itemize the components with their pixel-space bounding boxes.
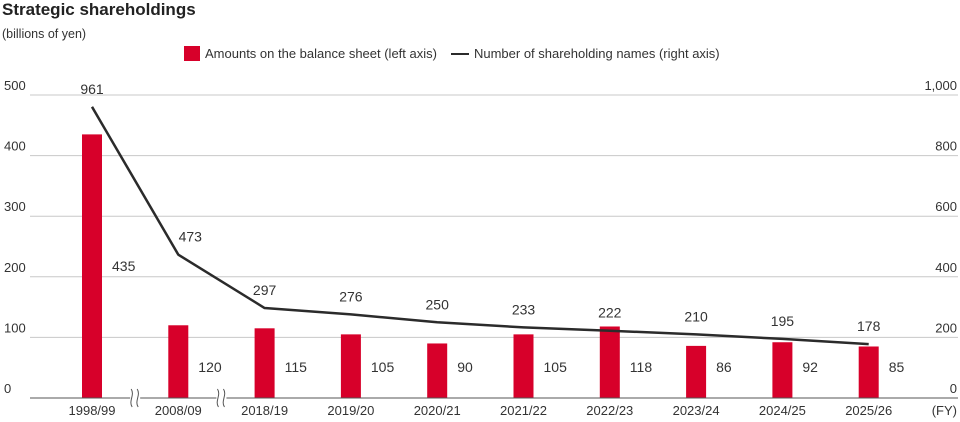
- right-tick-label: 0: [950, 381, 957, 396]
- x-tick-label: 2018/19: [241, 403, 288, 418]
- legend-bar-swatch: [184, 46, 200, 61]
- bar: [254, 328, 275, 398]
- bar: [513, 334, 534, 398]
- line-value-label: 961: [80, 81, 104, 97]
- axis-break-mark: [216, 388, 227, 408]
- line-value-label: 222: [598, 305, 622, 321]
- legend-bar-label: Amounts on the balance sheet (left axis): [205, 46, 437, 61]
- bar: [427, 343, 448, 398]
- left-axis-ticks: 0 100 200 300 400 500: [4, 78, 26, 396]
- line-value-label: 297: [253, 282, 277, 298]
- bar-value-label: 435: [112, 258, 136, 274]
- bar: [82, 134, 102, 398]
- line-value-label: 210: [684, 308, 708, 324]
- right-tick-label: 800: [935, 139, 957, 154]
- bar-value-label: 86: [716, 359, 732, 375]
- line-path: [90, 106, 869, 346]
- legend-line-label: Number of shareholding names (right axis…: [473, 46, 720, 61]
- bar: [772, 342, 793, 398]
- line-value-label: 233: [512, 301, 536, 317]
- chart-legend: Amounts on the balance sheet (left axis)…: [184, 46, 734, 61]
- x-tick-label: 1998/99: [69, 403, 116, 418]
- bar-value-labels: 435 120 115 105 90 105 118 86 92 85: [112, 258, 904, 375]
- right-tick-label: 200: [935, 320, 957, 335]
- legend-item-line: Number of shareholding names (right axis…: [450, 46, 720, 61]
- right-tick-label: 400: [935, 260, 957, 275]
- left-tick-label: 400: [4, 139, 26, 154]
- line-value-labels: 961 473 297 276 250 233 222 210 195 178: [80, 81, 880, 334]
- left-tick-label: 500: [4, 78, 26, 93]
- chart-title: Strategic shareholdings: [2, 0, 196, 19]
- left-tick-label: 300: [4, 199, 26, 214]
- gridlines: [30, 94, 958, 338]
- x-tick-label: 2025/26: [845, 403, 892, 418]
- x-tick-label: 2020/21: [414, 403, 461, 418]
- x-axis-unit: (FY): [932, 403, 957, 418]
- legend-item-bars: Amounts on the balance sheet (left axis): [184, 46, 437, 61]
- bar: [858, 346, 879, 398]
- axis-break-mark: [130, 388, 141, 408]
- x-tick-label: 2021/22: [500, 403, 547, 418]
- bar: [340, 334, 361, 398]
- left-tick-label: 100: [4, 320, 26, 335]
- bar-value-label: 85: [889, 359, 905, 375]
- right-tick-label: 1,000: [924, 78, 957, 93]
- bar: [599, 326, 620, 398]
- bar: [168, 325, 189, 398]
- right-tick-label: 600: [935, 199, 957, 214]
- bar-value-label: 92: [802, 359, 818, 375]
- bar-value-label: 118: [630, 359, 653, 375]
- bar: [686, 345, 707, 398]
- x-tick-label: 2022/23: [586, 403, 633, 418]
- line-value-label: 195: [771, 313, 795, 329]
- line-value-label: 250: [426, 296, 450, 312]
- bar-value-label: 105: [371, 359, 395, 375]
- left-tick-label: 0: [4, 381, 11, 396]
- x-tick-label: 2023/24: [673, 403, 720, 418]
- left-axis-unit-label: (billions of yen): [2, 27, 87, 41]
- left-tick-label: 200: [4, 260, 26, 275]
- bar-series: [82, 134, 879, 398]
- bar-value-label: 120: [198, 359, 222, 375]
- x-tick-label: 2008/09: [155, 403, 202, 418]
- right-axis-ticks: 0 200 400 600 800 1,000: [924, 78, 957, 396]
- line-value-label: 276: [339, 288, 363, 304]
- line-value-label: 178: [857, 318, 881, 334]
- bar-value-label: 115: [285, 359, 308, 375]
- x-tick-label: 2024/25: [759, 403, 806, 418]
- legend-line-swatch: [450, 52, 469, 55]
- line-value-label: 473: [179, 229, 203, 245]
- bar-value-label: 105: [544, 359, 568, 375]
- x-axis: 1998/99 2008/09 2018/19 2019/20 2020/21 2021/…: [30, 388, 958, 418]
- bar-value-label: 90: [457, 359, 473, 375]
- line-series: [90, 106, 869, 346]
- x-tick-label: 2019/20: [327, 403, 374, 418]
